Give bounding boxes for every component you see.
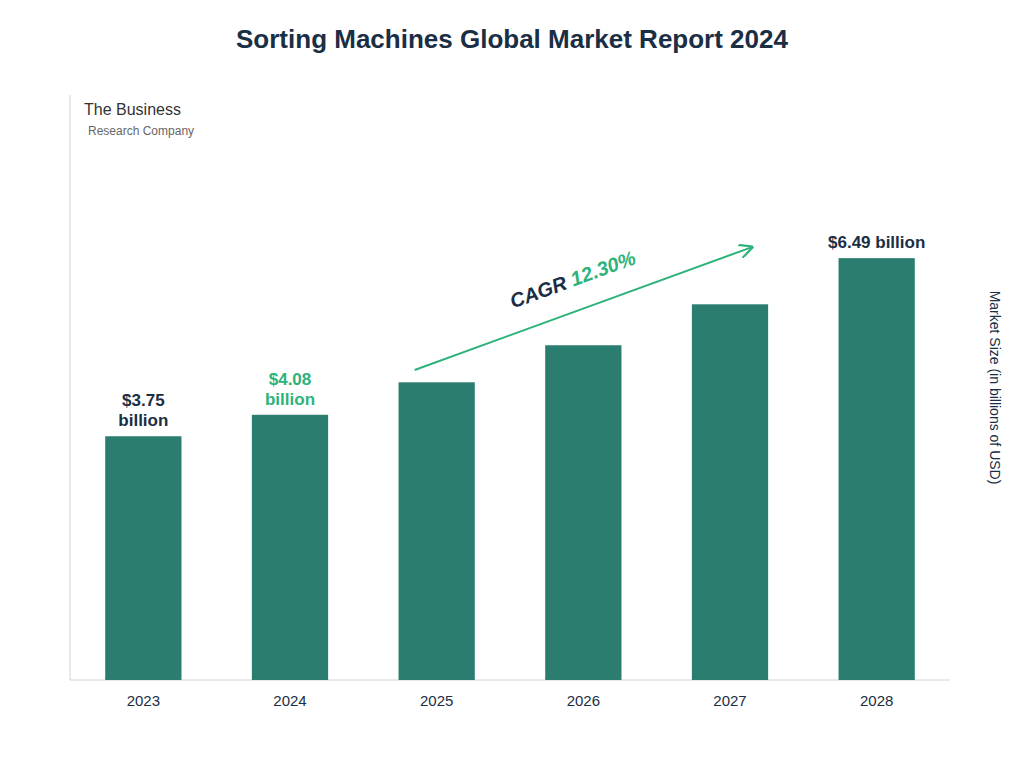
- x-axis-line: [70, 680, 950, 681]
- title: Sorting Machines Global Market Report 20…: [236, 24, 788, 54]
- annotation-line: $3.75: [122, 391, 165, 410]
- cagr-text: CAGR: [507, 270, 575, 313]
- x-tick-label: 2023: [127, 692, 160, 709]
- chart: Sorting Machines Global Market Report 20…: [0, 0, 1024, 768]
- logo-text: The Business: [84, 101, 181, 118]
- x-tick-label: 2028: [860, 692, 893, 709]
- bar: [252, 415, 328, 680]
- bar-annotation: $3.75billion: [118, 391, 168, 430]
- logo-text: Research Company: [88, 124, 194, 138]
- bar-annotation: $6.49 billion: [828, 233, 925, 252]
- bars: [105, 258, 915, 680]
- bar: [399, 382, 475, 680]
- y-axis-line: [70, 95, 71, 680]
- bar: [545, 345, 621, 680]
- annotation-line: billion: [118, 411, 168, 430]
- cagr-label: CAGR 12.30%: [507, 246, 639, 312]
- bar-annotation: $4.08billion: [265, 370, 315, 409]
- annotation-line: $4.08: [269, 370, 312, 389]
- cagr-arrow: [415, 247, 752, 370]
- x-tick-label: 2026: [567, 692, 600, 709]
- y-axis-label: Market Size (in billions of USD): [987, 291, 1003, 485]
- x-tick-label: 2025: [420, 692, 453, 709]
- cagr-text: 12.30%: [567, 246, 638, 290]
- bar: [692, 304, 768, 680]
- bar: [105, 436, 181, 680]
- annotation-line: billion: [265, 390, 315, 409]
- x-tick-label: 2027: [713, 692, 746, 709]
- bar: [839, 258, 915, 680]
- annotation-line: $6.49 billion: [828, 233, 925, 252]
- x-tick-label: 2024: [273, 692, 306, 709]
